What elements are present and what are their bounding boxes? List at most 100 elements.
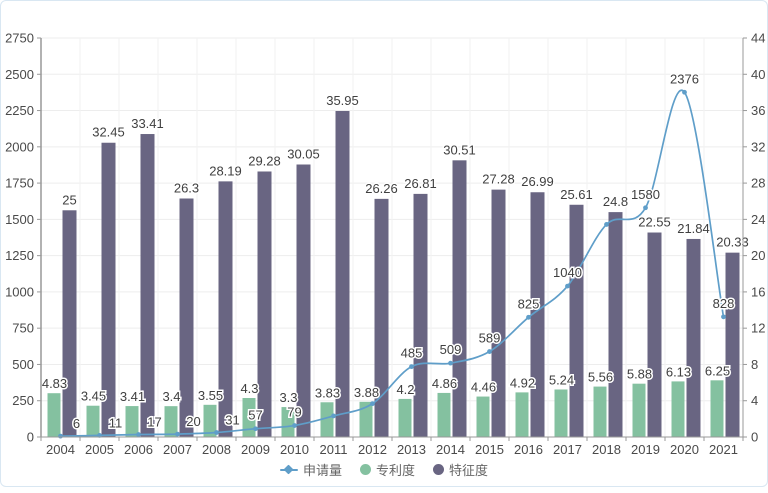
bar-patent-degree[interactable] bbox=[399, 399, 412, 437]
line-point[interactable] bbox=[604, 222, 609, 227]
value-label: 2009 bbox=[241, 442, 270, 457]
bar-feature-degree[interactable] bbox=[63, 210, 77, 437]
bar-feature-degree[interactable] bbox=[297, 165, 311, 437]
value-label: 20.33 bbox=[716, 235, 749, 250]
legend-item-applications[interactable]: 申请量 bbox=[280, 460, 342, 479]
bar-feature-degree[interactable] bbox=[609, 212, 623, 437]
bar-feature-degree[interactable] bbox=[570, 205, 584, 437]
value-label: 589 bbox=[479, 331, 501, 346]
legend-item-feature-degree[interactable]: 特征度 bbox=[433, 460, 488, 479]
value-label: 11 bbox=[109, 415, 123, 430]
value-label: 26.26 bbox=[365, 181, 398, 196]
line-point[interactable] bbox=[448, 361, 453, 366]
value-label: 21.84 bbox=[677, 221, 710, 236]
bar-patent-degree[interactable] bbox=[672, 381, 685, 437]
value-label: 2005 bbox=[85, 442, 114, 457]
value-label: 6.25 bbox=[705, 363, 730, 378]
value-label: 2004 bbox=[46, 442, 75, 457]
value-label: 32.45 bbox=[92, 125, 125, 140]
bar-patent-degree[interactable] bbox=[633, 384, 646, 437]
line-point[interactable] bbox=[136, 432, 141, 437]
line-point[interactable] bbox=[253, 426, 258, 431]
value-label: 24.8 bbox=[603, 194, 628, 209]
bar-feature-degree[interactable] bbox=[648, 233, 662, 437]
value-label: 44 bbox=[751, 31, 765, 46]
value-label: 1580 bbox=[631, 187, 660, 202]
value-label: 79 bbox=[287, 405, 301, 420]
value-label: 29.28 bbox=[248, 153, 281, 168]
value-label: 22.55 bbox=[638, 215, 671, 230]
bar-patent-degree[interactable] bbox=[555, 389, 568, 437]
value-label: 2250 bbox=[5, 103, 34, 118]
value-label: 30.05 bbox=[287, 147, 320, 162]
bar-feature-degree[interactable] bbox=[258, 171, 272, 437]
value-label: 2021 bbox=[709, 442, 738, 457]
bar-feature-degree[interactable] bbox=[726, 253, 740, 437]
value-label: 24 bbox=[751, 212, 765, 227]
bar-patent-degree[interactable] bbox=[126, 406, 139, 437]
value-label: 26.3 bbox=[174, 181, 199, 196]
value-label: 3.88 bbox=[354, 385, 379, 400]
value-label: 20 bbox=[751, 248, 765, 263]
line-point[interactable] bbox=[370, 401, 375, 406]
line-point[interactable] bbox=[58, 434, 63, 439]
value-label: 2000 bbox=[5, 139, 34, 154]
bar-patent-degree[interactable] bbox=[87, 406, 100, 437]
line-point[interactable] bbox=[721, 314, 726, 319]
bar-feature-degree[interactable] bbox=[492, 190, 506, 437]
bar-patent-degree[interactable] bbox=[438, 393, 451, 437]
line-point[interactable] bbox=[526, 315, 531, 320]
line-point[interactable] bbox=[292, 423, 297, 428]
value-label: 4.86 bbox=[432, 376, 457, 391]
value-label: 2007 bbox=[163, 442, 192, 457]
bar-feature-degree[interactable] bbox=[453, 160, 467, 437]
value-label: 20 bbox=[186, 414, 200, 429]
legend-label-patent-degree: 专利度 bbox=[376, 460, 415, 479]
line-point[interactable] bbox=[682, 90, 687, 95]
value-label: 17 bbox=[147, 415, 161, 430]
diamond-marker-icon bbox=[284, 465, 294, 475]
bar-feature-degree[interactable] bbox=[687, 239, 701, 437]
bar-patent-degree[interactable] bbox=[594, 387, 607, 437]
bar-patent-degree[interactable] bbox=[48, 393, 61, 437]
value-label: 2016 bbox=[514, 442, 543, 457]
value-label: 28 bbox=[751, 176, 765, 191]
line-point[interactable] bbox=[487, 349, 492, 354]
value-label: 3.4 bbox=[162, 389, 180, 404]
value-label: 509 bbox=[440, 342, 462, 357]
value-label: 4.2 bbox=[396, 382, 414, 397]
bar-feature-degree[interactable] bbox=[180, 199, 194, 437]
value-label: 26.81 bbox=[404, 176, 437, 191]
value-label: 0 bbox=[751, 430, 758, 445]
line-point[interactable] bbox=[565, 284, 570, 289]
line-point[interactable] bbox=[175, 432, 180, 437]
value-label: 5.56 bbox=[588, 370, 613, 385]
value-label: 2011 bbox=[320, 442, 348, 457]
value-label: 3.41 bbox=[120, 389, 145, 404]
bar-patent-degree[interactable] bbox=[165, 406, 178, 437]
bar-feature-degree[interactable] bbox=[414, 194, 428, 437]
line-point[interactable] bbox=[331, 414, 336, 419]
value-label: 27.28 bbox=[482, 172, 515, 187]
bar-patent-degree[interactable] bbox=[516, 392, 529, 437]
value-label: 1000 bbox=[5, 284, 34, 299]
dark-dot-marker-icon bbox=[433, 464, 444, 475]
value-label: 4.92 bbox=[510, 375, 535, 390]
line-point[interactable] bbox=[409, 364, 414, 369]
value-label: 2019 bbox=[631, 442, 660, 457]
line-point[interactable] bbox=[214, 430, 219, 435]
bar-patent-degree[interactable] bbox=[711, 380, 724, 437]
value-label: 2020 bbox=[670, 442, 699, 457]
value-label: 2013 bbox=[397, 442, 426, 457]
value-label: 26.99 bbox=[521, 174, 554, 189]
value-label: 485 bbox=[401, 346, 423, 361]
value-label: 1750 bbox=[5, 176, 34, 191]
line-point[interactable] bbox=[643, 205, 648, 210]
legend-item-patent-degree[interactable]: 专利度 bbox=[360, 460, 415, 479]
legend: 申请量 专利度 特征度 bbox=[1, 460, 767, 479]
value-label: 250 bbox=[12, 393, 34, 408]
bar-patent-degree[interactable] bbox=[477, 397, 490, 437]
line-series-marker-icon bbox=[280, 469, 298, 471]
